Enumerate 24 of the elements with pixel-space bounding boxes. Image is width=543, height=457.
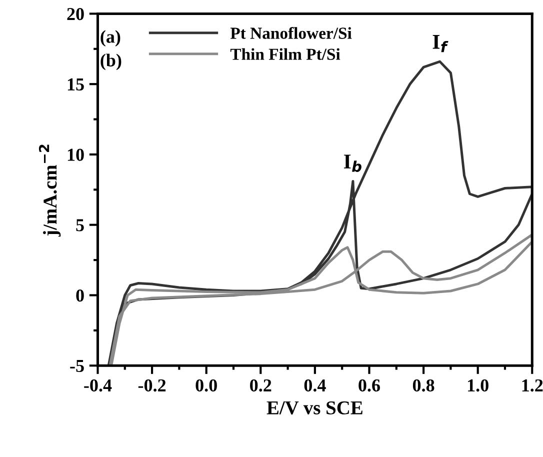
y-tick-label: 15 — [68, 78, 84, 91]
x-tick-label: -0.2 — [138, 379, 166, 392]
y-tick-label: 0 — [76, 289, 84, 302]
x-tick-label: 0.6 — [358, 379, 380, 392]
y-tick-label: 10 — [68, 148, 84, 161]
x-tick-label: 1.2 — [522, 379, 543, 392]
annotation: (a) — [100, 30, 120, 47]
y-axis-title: j/mA.cm$^{−2}$ — [38, 144, 61, 237]
x-tick-label: 0.8 — [412, 379, 434, 392]
x-tick-label: 1.0 — [468, 379, 488, 392]
x-tick-label: 0.4 — [304, 379, 326, 392]
annotation: I$_{b}$ — [344, 154, 362, 172]
x-tick-label: 0.0 — [196, 379, 217, 392]
y-tick-label: -5 — [70, 360, 84, 372]
x-tick-label: 0.2 — [250, 379, 272, 392]
line-series — [108, 233, 532, 366]
annotation: I$_{f}$ — [432, 35, 448, 52]
legend-label: Pt Nanoflower/Si — [230, 26, 352, 39]
x-tick-label: -0.4 — [84, 379, 112, 392]
y-tick-label: 20 — [67, 8, 84, 20]
annotation: (b) — [100, 54, 122, 70]
y-tick-label: 5 — [76, 219, 84, 232]
legend-label: Thin Film Pt/Si — [230, 48, 340, 60]
x-axis-title: E/V vs SCE — [266, 401, 362, 415]
